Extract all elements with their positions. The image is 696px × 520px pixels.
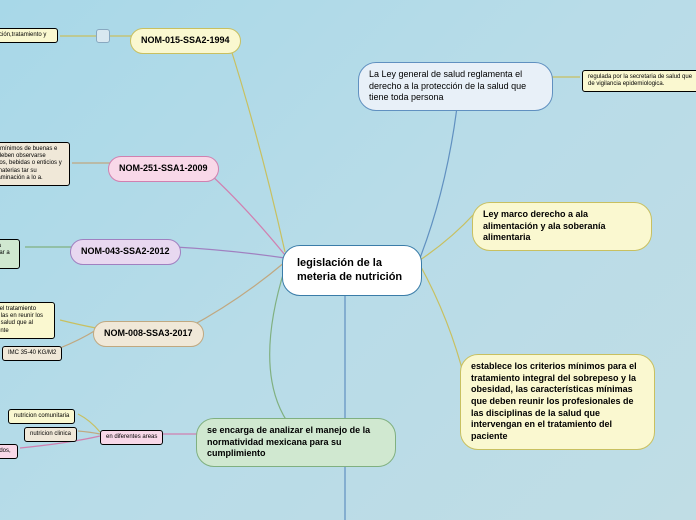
nom015-node: NOM-015-SSA2-1994 xyxy=(130,28,241,54)
nom251-node: NOM-251-SSA1-2009 xyxy=(108,156,219,182)
nom008-imc: IMC 35-40 KG/M2 xyxy=(2,346,62,361)
ados-node: ados, xyxy=(0,444,18,459)
nom008-desc: para el tratamiento idad, las en reunir … xyxy=(0,302,55,339)
nom251-desc: sitos mínimos de buenas e que deben obse… xyxy=(0,142,70,186)
ley-general-node: La Ley general de salud reglamenta el de… xyxy=(358,62,553,111)
nutricion-com-node: nutricion comunitaria xyxy=(8,409,75,424)
criterios-node: establece los criterios mínimos para el … xyxy=(460,354,655,450)
ley-marco-node: Ley marco derecho a ala alimentación y a… xyxy=(472,202,652,251)
nutricion-clin-node: nutricion clinica xyxy=(24,427,77,442)
square-marker xyxy=(96,29,110,43)
center-node: legislación de la meteria de nutrición xyxy=(282,245,422,296)
nom015-desc: evención,tratamiento y xyxy=(0,28,58,43)
nom043-desc: den a brindar a la co xyxy=(0,239,20,269)
analizar-node: se encarga de analizar el manejo de la n… xyxy=(196,418,396,467)
nom043-node: NOM-043-SSA2-2012 xyxy=(70,239,181,265)
nom008-node: NOM-008-SSA3-2017 xyxy=(93,321,204,347)
areas-node: en diferentes areas xyxy=(100,430,163,445)
regulada-node: regulada por la secretaria de salud que … xyxy=(582,70,696,92)
